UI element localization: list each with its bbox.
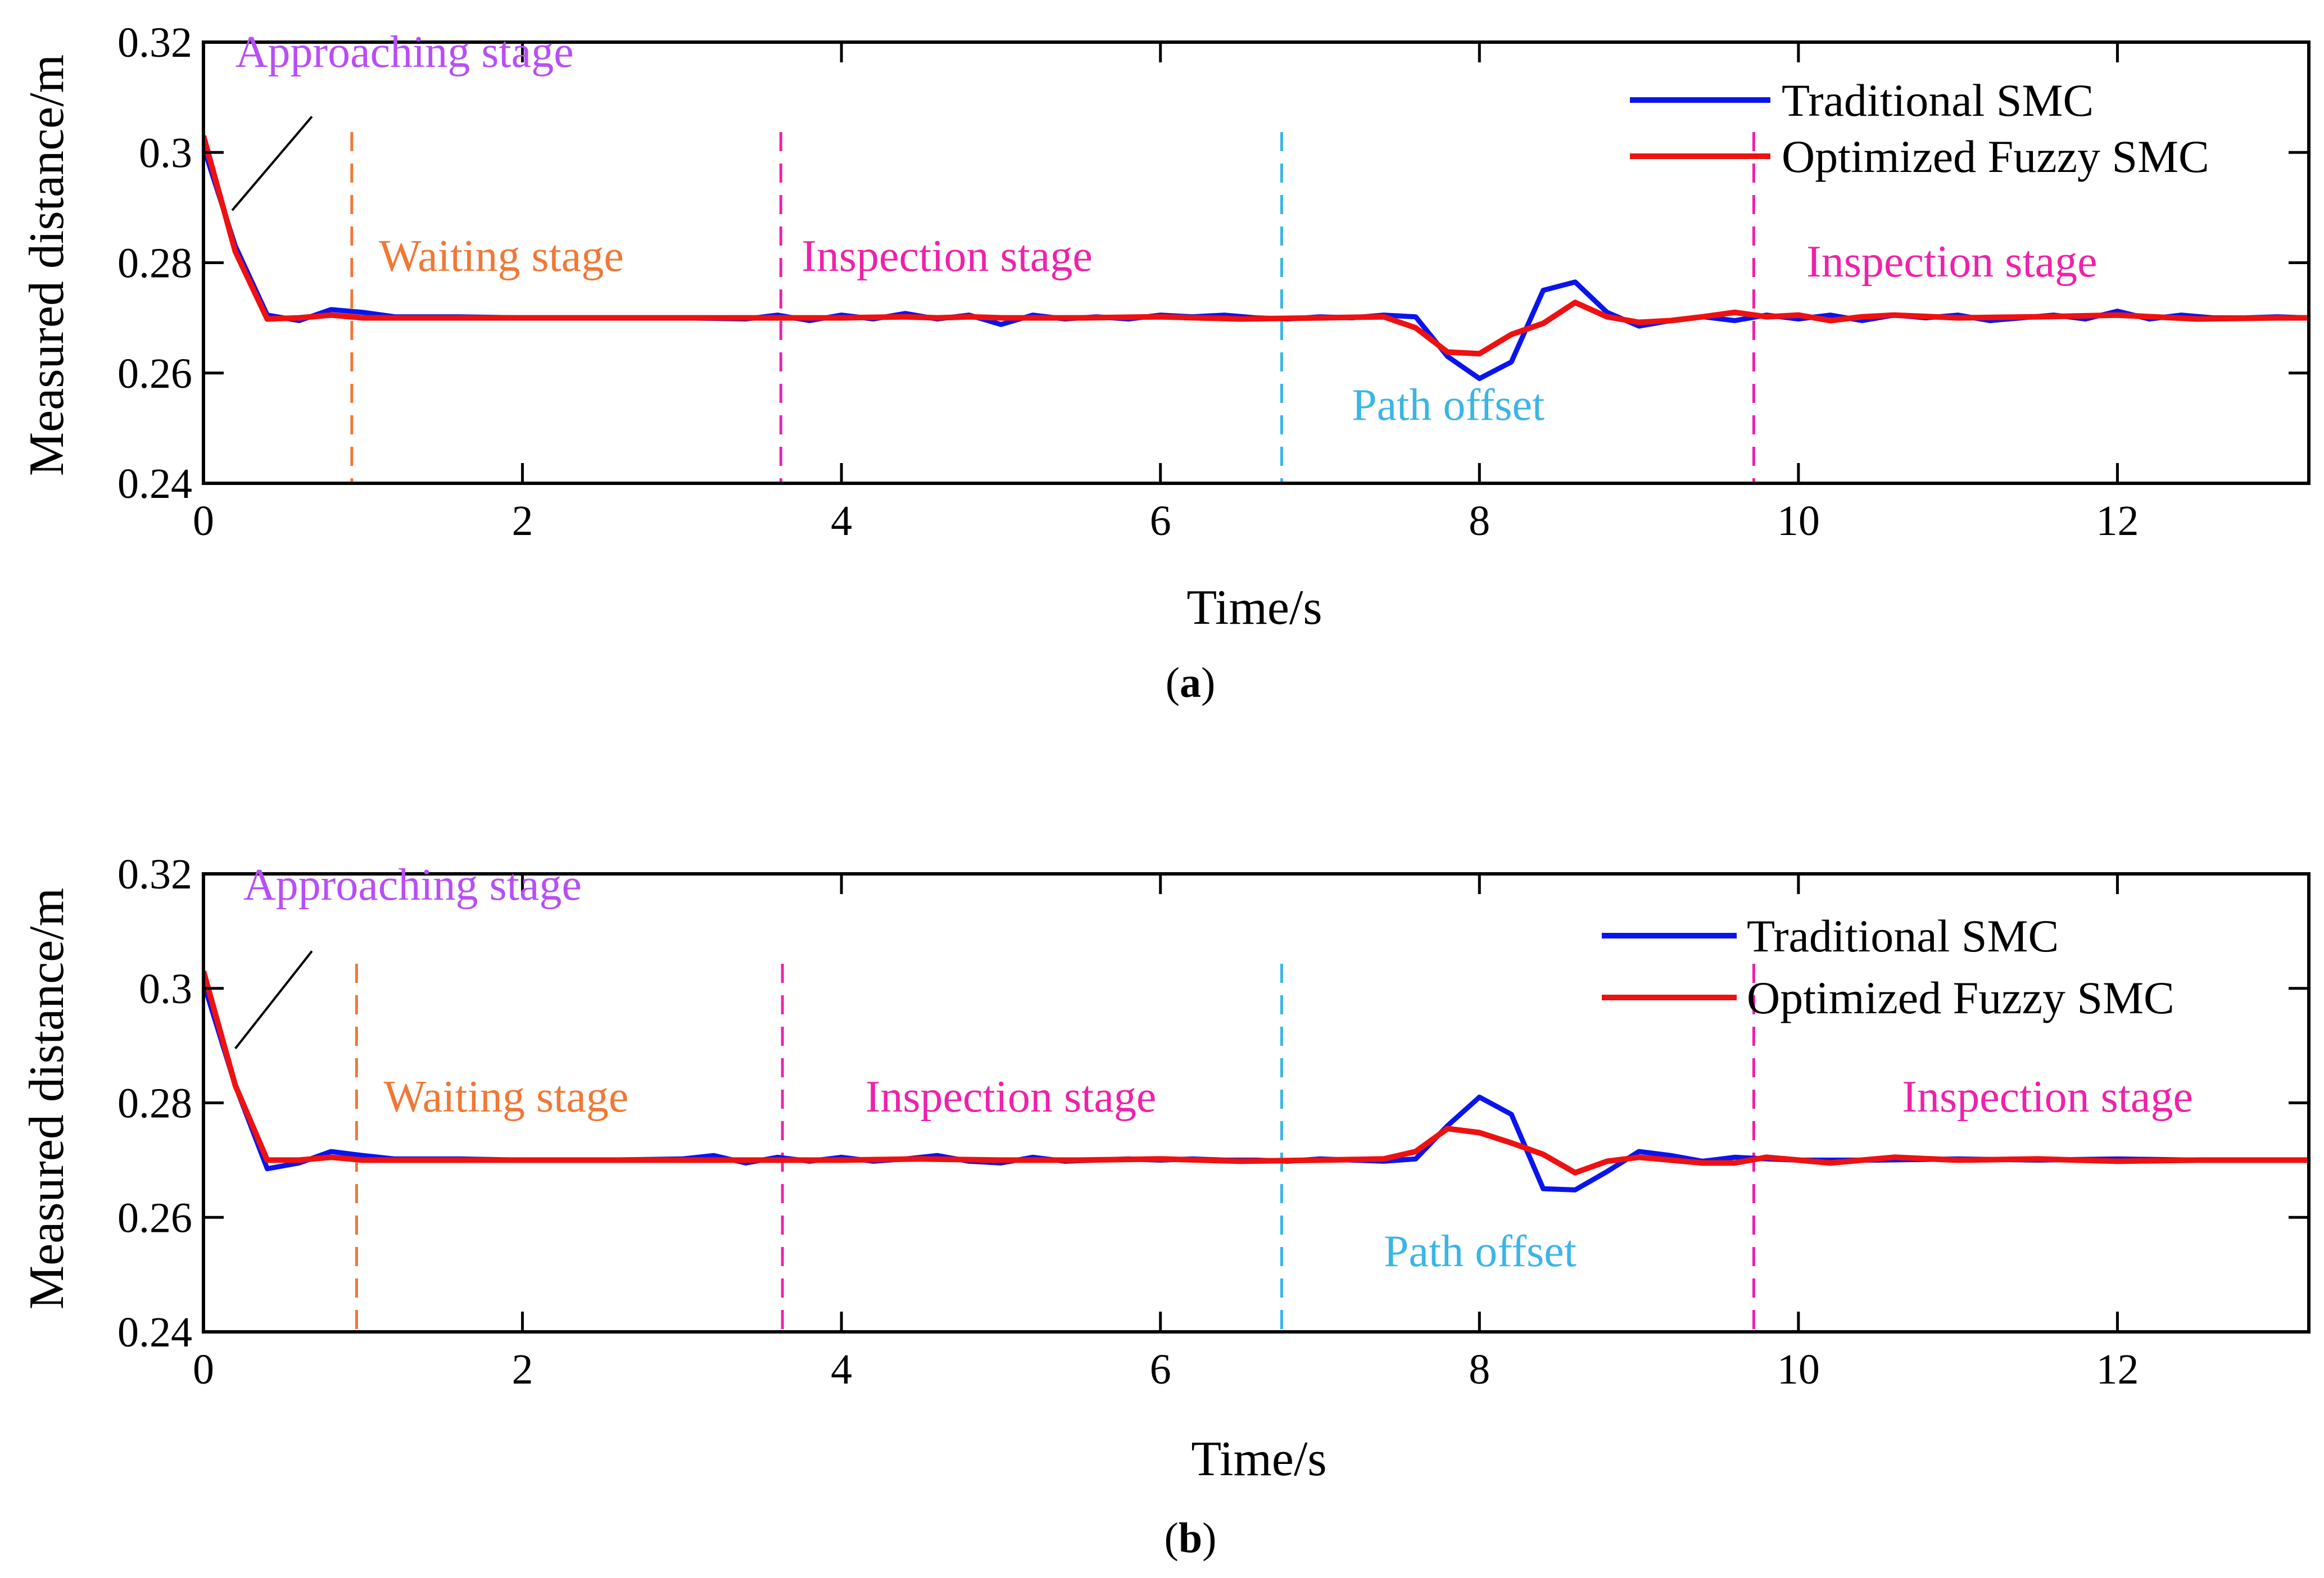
panel-a-xlabel: Time/s [1186,581,1322,635]
panel-b: 0 2 4 6 8 10 12 0.24 0.26 0.28 0.3 0.32 Approaching … [20,851,2311,1562]
panel-b-ytick-label-3: 0.3 [139,965,192,1013]
panel-a-xtick-label-6: 12 [2096,497,2139,545]
panel-b-xtick-label-2: 4 [831,1346,852,1393]
panel-a-xtick-label-2: 4 [831,497,852,545]
panel-a-ytick-label-2: 0.28 [117,240,192,287]
panel-b-annotation-0: Approaching stage [243,860,582,910]
panel-b-xtick-label-1: 2 [512,1346,533,1393]
panel-b-ytick-label-0: 0.24 [117,1309,192,1356]
panel-a: 0 2 4 6 8 10 12 0.24 0.26 0.28 0.3 0.32 Approaching … [20,19,2311,706]
panel-b-annotation-2: Inspection stage [866,1072,1157,1122]
panel-b-annotation-4: Inspection stage [1902,1072,2193,1122]
panel-b-ytick-label-1: 0.26 [117,1194,192,1241]
panel-a-marks: 0 2 4 6 8 10 12 0.24 0.26 0.28 0.3 0.32 Approaching … [117,19,2311,545]
panel-a-approach-pointer [231,116,313,211]
panel-a-annotation-1: Waiting stage [379,232,624,281]
panel-a-annotation-2: Inspection stage [801,232,1093,281]
panel-a-xtick-label-0: 0 [193,497,214,545]
panel-a-xtick-label-1: 2 [512,497,533,545]
panel-b-xtick-label-4: 8 [1469,1346,1490,1393]
panel-b-caption: (b) [1165,1514,1217,1562]
panel-a-caption: (a) [1166,659,1216,706]
panel-a-annotation-0: Approaching stage [235,28,574,77]
panel-b-xtick-label-0: 0 [193,1346,214,1393]
panel-a-ylabel: Measured distance/m [20,55,74,476]
panel-b-xtick-label-3: 6 [1150,1346,1171,1393]
panel-a-annotation-3: Path offset [1352,380,1544,430]
panel-b-xtick-label-6: 12 [2096,1346,2139,1393]
panel-b-marks: 0 2 4 6 8 10 12 0.24 0.26 0.28 0.3 0.32 Approaching … [117,851,2311,1393]
panel-a-ytick-label-4: 0.32 [117,19,192,66]
panel-b-legend-label-0: Traditional SMC [1747,910,2059,962]
panel-a-legend-label-0: Traditional SMC [1782,75,2094,126]
panel-a-xtick-label-5: 10 [1777,497,1820,545]
panel-b-annotation-1: Waiting stage [384,1072,629,1122]
panel-a-ytick-label-1: 0.26 [117,350,192,397]
panel-a-xtick-label-3: 6 [1150,497,1171,545]
panel-b-caption-letter: b [1179,1514,1202,1562]
panel-b-xtick-label-5: 10 [1777,1346,1820,1393]
panel-a-xtick-label-4: 8 [1469,497,1490,545]
panel-b-ytick-label-4: 0.32 [117,851,192,898]
panel-a-ytick-label-0: 0.24 [117,460,192,507]
panel-b-approach-pointer [234,950,313,1049]
panel-a-annotation-4: Inspection stage [1806,237,2098,287]
panel-b-xlabel: Time/s [1191,1432,1326,1486]
panel-a-legend-label-1: Optimized Fuzzy SMC [1782,131,2209,182]
panel-a-series-optimized-fuzzy-smc-line [203,135,2309,357]
panel-b-ylabel: Measured distance/m [20,888,74,1309]
panel-a-caption-letter: a [1180,659,1201,706]
panel-b-annotation-3: Path offset [1384,1227,1576,1276]
panel-b-ytick-label-2: 0.28 [117,1080,192,1127]
panel-a-ytick-label-3: 0.3 [139,129,192,176]
panel-b-legend-label-1: Optimized Fuzzy SMC [1747,972,2174,1023]
panel-b-series-optimized-fuzzy-smc-line [203,970,2309,1176]
